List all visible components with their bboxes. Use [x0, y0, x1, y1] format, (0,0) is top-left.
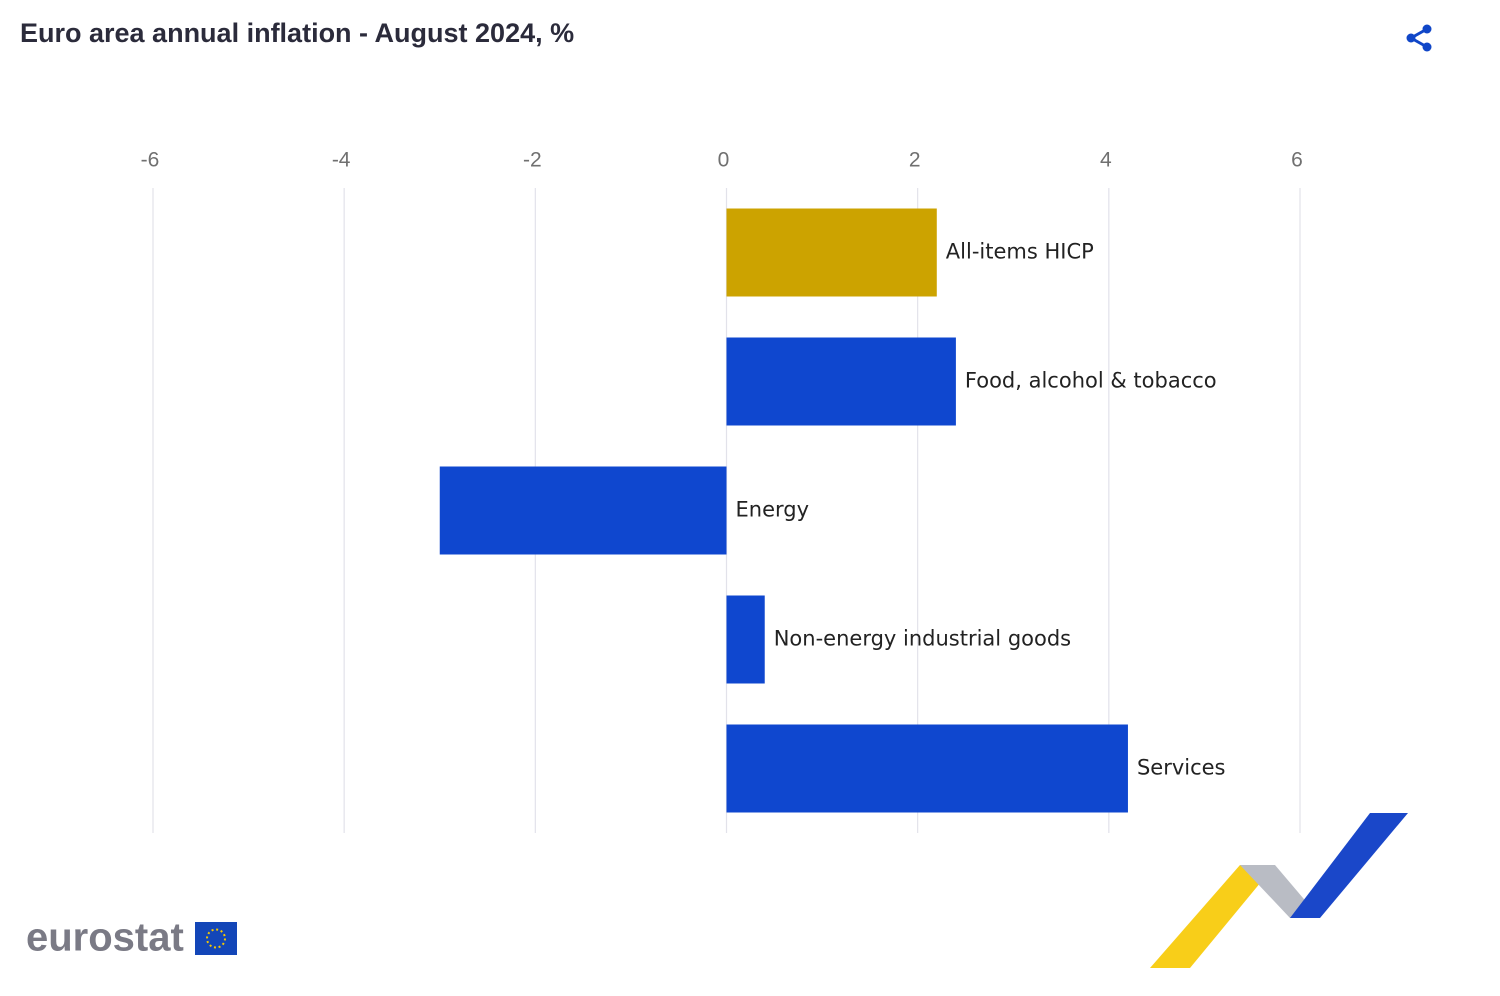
bar: [439, 466, 727, 555]
bar: [726, 208, 937, 297]
eu-flag: [195, 922, 237, 955]
ribbon-logo: [1150, 813, 1408, 968]
bar: [726, 337, 956, 426]
share-button[interactable]: [1406, 24, 1432, 52]
category-label: Services: [1137, 756, 1226, 780]
category-label: All-items HICP: [946, 240, 1094, 264]
category-label: Non-energy industrial goods: [774, 627, 1071, 651]
x-tick-label: 0: [718, 149, 730, 172]
x-tick-label: 4: [1100, 149, 1112, 172]
category-label: Energy: [736, 498, 810, 522]
category-label: Food, alcohol & tobacco: [965, 369, 1217, 393]
x-tick-label: 6: [1291, 149, 1303, 172]
x-tick-label: -2: [523, 149, 542, 172]
chart-title: Euro area annual inflation - August 2024…: [20, 18, 574, 48]
bar: [726, 724, 1128, 813]
logo-text: eurostat: [26, 916, 184, 960]
bar: [726, 595, 765, 684]
x-tick-label: 2: [909, 149, 921, 172]
x-tick-label: -4: [332, 149, 351, 172]
x-tick-label: -6: [141, 149, 160, 172]
